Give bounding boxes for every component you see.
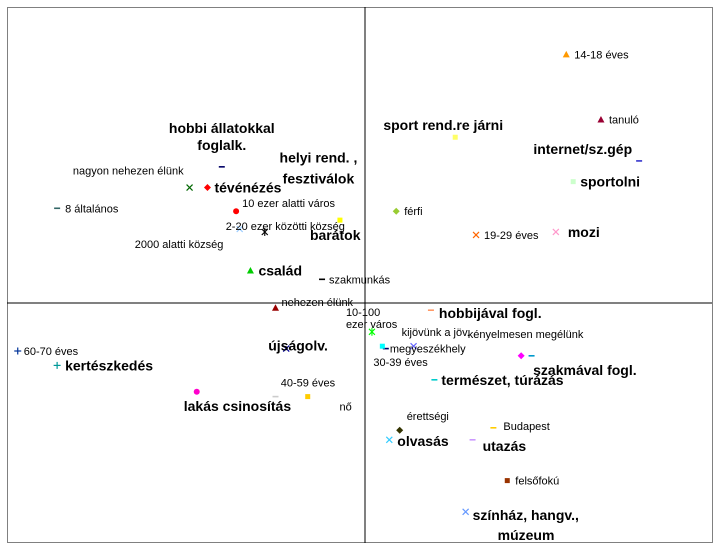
data-point-11-marker <box>233 208 240 215</box>
data-point-35-marker <box>385 436 393 444</box>
data-point-29-label: kertészkedés <box>65 357 153 373</box>
data-point-7-marker <box>186 184 194 191</box>
data-point-39-marker <box>462 508 470 516</box>
data-point-33-label: nő <box>340 402 352 414</box>
data-point-1-label: tanuló <box>609 114 639 126</box>
data-point-23-label: megyeszékhely <box>390 344 466 356</box>
data-point-6-label: helyi rend. , fesztiválok <box>280 150 358 187</box>
data-point-32-label: 40-59 éves <box>281 378 336 390</box>
data-point-19-label: nehezen élünk <box>282 297 354 309</box>
data-point-18-label: szakmunkás <box>329 274 391 286</box>
data-point-7-label: nagyon nehezen élünk <box>73 166 184 178</box>
data-point-29-marker <box>53 361 61 369</box>
data-point-37-label: utazás <box>483 438 527 454</box>
data-point-20-label: hobbijával fogl. <box>439 305 542 321</box>
data-point-36-label: Budapest <box>503 421 549 433</box>
data-point-34-label: érettségi <box>407 411 449 423</box>
data-point-24-marker <box>379 343 385 349</box>
data-point-24-label: 30-39 éves <box>373 357 428 369</box>
data-point-17-marker <box>246 266 254 274</box>
data-point-0-marker <box>562 50 570 58</box>
data-point-27-label: 60-70 éves <box>24 346 79 358</box>
data-point-9-label: 8 általános <box>65 203 119 215</box>
data-point-4-label: sportolni <box>580 174 640 190</box>
data-point-28-marker <box>282 345 290 353</box>
data-point-10-label: férfi <box>404 206 422 218</box>
data-point-19-marker <box>272 304 279 311</box>
data-point-26-marker <box>517 352 525 360</box>
data-point-31-label: lakás csinosítás <box>184 398 292 414</box>
data-point-2-label: sport rend.re járni <box>383 117 503 133</box>
data-point-12-marker <box>337 217 343 223</box>
data-point-13-label: 2-20 ezer közötti község <box>226 221 345 233</box>
data-point-1-marker <box>597 115 605 123</box>
data-point-34-marker <box>396 426 404 434</box>
data-point-28-label: újságolv. <box>268 338 328 354</box>
data-point-2-marker <box>452 134 458 140</box>
data-point-16-marker <box>552 228 560 236</box>
data-point-12-label: barátok <box>310 227 361 243</box>
data-point-4-marker <box>570 179 576 185</box>
data-point-13-marker <box>236 225 244 233</box>
data-point-3-label: internet/sz.gép <box>533 141 632 157</box>
data-point-10-marker <box>392 207 400 215</box>
data-point-22-label: kijövünk a jöv. <box>402 327 470 339</box>
data-point-5-label: hobbi állatokkal foglalk. <box>169 120 275 153</box>
data-point-8-label: tévénézés <box>214 180 281 196</box>
data-point-38-marker <box>504 478 510 484</box>
data-point-8-marker <box>203 184 211 192</box>
data-point-31-marker <box>193 388 200 395</box>
data-point-14-label: 2000 alatti község <box>135 239 224 251</box>
data-point-11-label: 10 ezer alatti város <box>242 198 335 210</box>
data-point-14-marker <box>261 227 269 236</box>
data-point-16-label: mozi <box>568 224 600 240</box>
data-point-15-marker <box>472 231 480 239</box>
data-point-38-label: felsőfokú <box>515 476 559 488</box>
data-point-27-marker <box>14 347 22 355</box>
data-point-32-marker <box>305 394 311 400</box>
data-point-35-label: olvasás <box>397 433 449 449</box>
data-point-15-label: 19-29 éves <box>484 230 539 242</box>
data-point-30-label: természet, túrázás <box>441 372 563 388</box>
data-point-22-marker <box>410 342 418 350</box>
data-point-21-label: 10-100 ezer város <box>346 307 398 331</box>
data-point-26-label: szakmával fogl. <box>533 362 637 378</box>
data-point-0-label: 14-18 éves <box>574 49 629 61</box>
data-point-39-label: színház, hangv., múzeum <box>473 507 579 543</box>
data-point-21-marker <box>368 327 376 336</box>
data-points: 14-18 éves tanuló sport rend.re járni inter… <box>14 49 643 543</box>
data-point-17-label: család <box>258 262 302 278</box>
data-point-25-label: kényelmesen megélünk <box>468 329 584 341</box>
